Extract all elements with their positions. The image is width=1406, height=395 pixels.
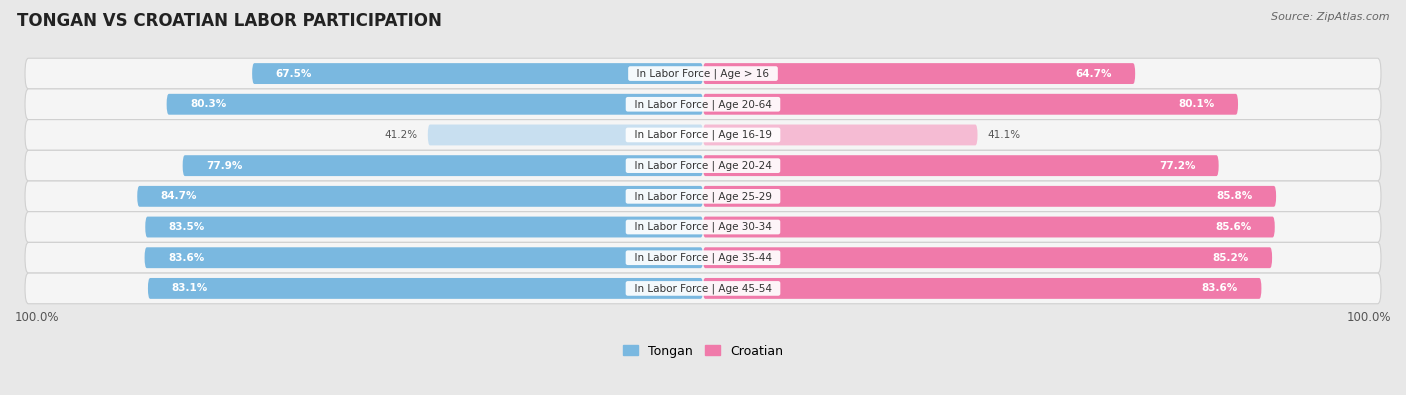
FancyBboxPatch shape (25, 212, 1381, 243)
FancyBboxPatch shape (703, 63, 1135, 84)
Text: In Labor Force | Age 20-64: In Labor Force | Age 20-64 (628, 99, 778, 109)
Text: In Labor Force | Age > 16: In Labor Force | Age > 16 (630, 68, 776, 79)
Text: 64.7%: 64.7% (1076, 69, 1112, 79)
Text: 100.0%: 100.0% (15, 310, 59, 324)
Text: In Labor Force | Age 35-44: In Labor Force | Age 35-44 (627, 252, 779, 263)
Text: 80.1%: 80.1% (1178, 99, 1215, 109)
Text: 84.7%: 84.7% (160, 191, 197, 201)
FancyBboxPatch shape (25, 150, 1381, 181)
Text: In Labor Force | Age 25-29: In Labor Force | Age 25-29 (627, 191, 779, 201)
FancyBboxPatch shape (138, 186, 703, 207)
Text: TONGAN VS CROATIAN LABOR PARTICIPATION: TONGAN VS CROATIAN LABOR PARTICIPATION (17, 12, 441, 30)
FancyBboxPatch shape (703, 278, 1261, 299)
FancyBboxPatch shape (252, 63, 703, 84)
FancyBboxPatch shape (427, 124, 703, 145)
FancyBboxPatch shape (148, 278, 703, 299)
Text: 85.2%: 85.2% (1212, 253, 1249, 263)
FancyBboxPatch shape (25, 181, 1381, 212)
FancyBboxPatch shape (145, 247, 703, 268)
FancyBboxPatch shape (703, 247, 1272, 268)
Text: In Labor Force | Age 20-24: In Labor Force | Age 20-24 (628, 160, 778, 171)
FancyBboxPatch shape (145, 216, 703, 237)
FancyBboxPatch shape (183, 155, 703, 176)
Text: 77.9%: 77.9% (207, 161, 242, 171)
Text: In Labor Force | Age 30-34: In Labor Force | Age 30-34 (628, 222, 778, 232)
FancyBboxPatch shape (25, 89, 1381, 120)
Text: 83.1%: 83.1% (172, 284, 208, 293)
Text: 41.2%: 41.2% (385, 130, 418, 140)
Text: 83.6%: 83.6% (1202, 284, 1239, 293)
FancyBboxPatch shape (25, 273, 1381, 304)
Legend: Tongan, Croatian: Tongan, Croatian (617, 340, 789, 363)
Text: 83.6%: 83.6% (167, 253, 204, 263)
Text: 41.1%: 41.1% (987, 130, 1021, 140)
FancyBboxPatch shape (25, 243, 1381, 273)
FancyBboxPatch shape (703, 155, 1219, 176)
Text: 67.5%: 67.5% (276, 69, 312, 79)
Text: 77.2%: 77.2% (1159, 161, 1195, 171)
Text: In Labor Force | Age 45-54: In Labor Force | Age 45-54 (627, 283, 779, 293)
FancyBboxPatch shape (703, 216, 1275, 237)
FancyBboxPatch shape (25, 120, 1381, 150)
Text: 85.8%: 85.8% (1216, 191, 1253, 201)
FancyBboxPatch shape (703, 186, 1277, 207)
Text: 83.5%: 83.5% (169, 222, 205, 232)
FancyBboxPatch shape (703, 94, 1239, 115)
Text: Source: ZipAtlas.com: Source: ZipAtlas.com (1271, 12, 1389, 22)
FancyBboxPatch shape (703, 124, 977, 145)
Text: In Labor Force | Age 16-19: In Labor Force | Age 16-19 (627, 130, 779, 140)
Text: 85.6%: 85.6% (1215, 222, 1251, 232)
FancyBboxPatch shape (167, 94, 703, 115)
Text: 80.3%: 80.3% (190, 99, 226, 109)
FancyBboxPatch shape (25, 58, 1381, 89)
Text: 100.0%: 100.0% (1347, 310, 1391, 324)
